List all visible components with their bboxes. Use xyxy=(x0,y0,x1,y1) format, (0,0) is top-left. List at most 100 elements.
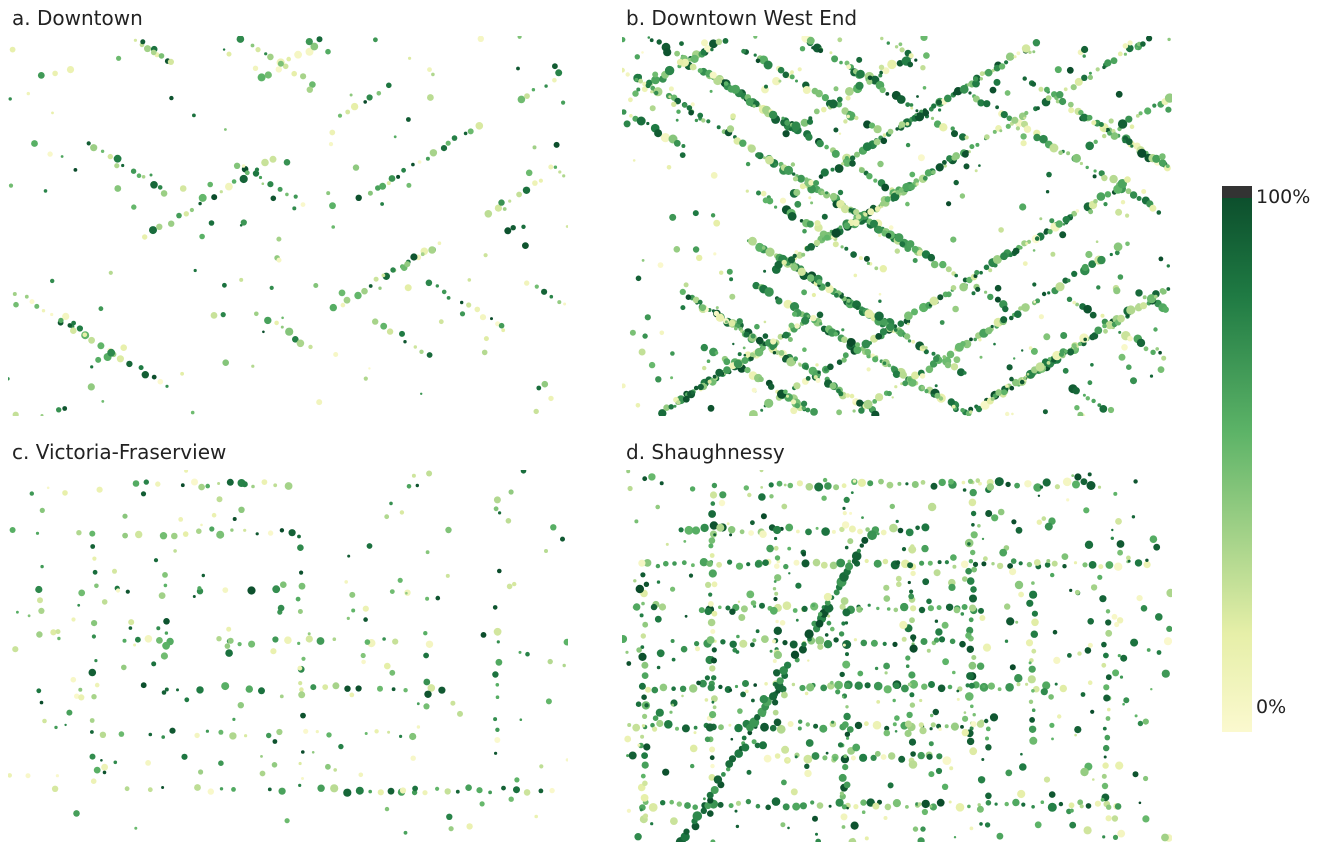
tree-dot xyxy=(1082,393,1086,397)
tree-dot xyxy=(966,672,974,680)
tree-dot xyxy=(844,621,849,625)
tree-dot xyxy=(641,761,649,769)
tree-dot xyxy=(746,562,751,567)
tree-dot xyxy=(1046,559,1051,563)
tree-dot xyxy=(967,478,974,484)
tree-dot xyxy=(279,694,284,699)
tree-dot xyxy=(805,483,814,491)
tree-dot xyxy=(915,802,919,806)
tree-dot xyxy=(416,702,420,706)
tree-dot xyxy=(738,614,746,621)
tree-dot xyxy=(1073,561,1078,565)
tree-dot xyxy=(741,743,750,752)
tree-dot xyxy=(1005,384,1009,388)
tree-dot xyxy=(846,726,854,733)
tree-dot xyxy=(922,175,928,181)
tree-dot xyxy=(980,400,990,410)
tree-dot xyxy=(755,803,761,809)
tree-dot xyxy=(880,318,888,326)
tree-dot xyxy=(977,99,985,107)
tree-dot xyxy=(241,481,248,488)
tree-dot xyxy=(1129,191,1138,199)
tree-dot xyxy=(169,727,176,734)
tree-dot xyxy=(956,689,960,693)
tree-dot xyxy=(887,59,897,70)
tree-dot xyxy=(1054,66,1062,74)
tree-dot xyxy=(1119,675,1124,679)
tree-dot xyxy=(942,756,952,765)
tree-dot xyxy=(897,481,902,486)
tree-dot xyxy=(909,589,914,594)
tree-dot xyxy=(1047,802,1057,812)
tree-dot xyxy=(438,319,444,325)
tree-dot xyxy=(143,479,149,485)
tree-dot xyxy=(954,273,958,278)
tree-dot xyxy=(668,95,672,99)
tree-dot xyxy=(805,739,814,747)
tree-dot xyxy=(179,185,187,192)
tree-dot xyxy=(655,376,662,383)
tree-dot xyxy=(933,569,941,577)
tree-dot xyxy=(707,404,715,412)
tree-dot xyxy=(284,636,292,644)
tree-dot xyxy=(190,410,195,415)
tree-dot xyxy=(858,256,863,261)
tree-dot xyxy=(1004,603,1011,610)
tree-dot xyxy=(993,78,1001,86)
tree-dot xyxy=(1134,559,1143,567)
tree-dot xyxy=(918,722,924,728)
tree-dot xyxy=(1142,718,1149,725)
tree-dot xyxy=(225,649,233,657)
tree-dot xyxy=(236,36,245,43)
tree-dot xyxy=(739,139,747,147)
tree-dot xyxy=(963,163,970,170)
tree-dot xyxy=(708,537,716,544)
tree-dot xyxy=(838,225,843,230)
tree-dot xyxy=(465,784,472,791)
tree-dot xyxy=(128,619,135,626)
tree-dot xyxy=(745,161,751,167)
tree-dot xyxy=(349,692,355,698)
tree-dot xyxy=(835,689,841,695)
tree-dot xyxy=(642,333,648,339)
tree-dot xyxy=(92,569,98,575)
tree-dot xyxy=(1083,337,1087,342)
tree-dot xyxy=(750,600,757,606)
tree-dot xyxy=(870,754,877,761)
tree-dot xyxy=(691,563,695,568)
tree-dot xyxy=(786,758,790,762)
tree-dot xyxy=(792,802,801,811)
tree-dot xyxy=(298,783,302,787)
tree-dot xyxy=(244,734,248,738)
tree-dot xyxy=(833,127,839,133)
tree-dot xyxy=(690,763,695,769)
tree-dot xyxy=(864,721,869,727)
tree-dot xyxy=(558,170,562,174)
tree-dot xyxy=(787,826,790,830)
tree-dot xyxy=(988,268,993,273)
tree-dot xyxy=(446,813,453,820)
tree-dot xyxy=(1028,346,1033,350)
tree-dot xyxy=(1071,474,1075,477)
tree-dot xyxy=(689,744,698,753)
tree-dot xyxy=(904,729,912,738)
tree-dot xyxy=(966,626,974,634)
tree-dot xyxy=(1098,170,1105,177)
tree-dot xyxy=(922,578,930,586)
tree-dot xyxy=(759,695,768,704)
tree-dot xyxy=(873,559,882,568)
tree-dot xyxy=(709,39,718,49)
tree-dot xyxy=(961,604,968,610)
tree-dot xyxy=(298,681,303,686)
tree-dot xyxy=(88,336,95,344)
tree-dot xyxy=(222,359,229,367)
tree-dot xyxy=(907,580,911,585)
tree-dot xyxy=(425,596,430,601)
tree-dot xyxy=(258,687,265,695)
tree-dot xyxy=(884,725,890,731)
map-panel-victoria-fraserview: c. Victoria-Fraserview xyxy=(8,434,598,844)
tree-dot xyxy=(1138,111,1143,116)
tree-dot xyxy=(726,522,730,526)
tree-dot xyxy=(915,525,920,531)
tree-dot xyxy=(1153,327,1158,332)
